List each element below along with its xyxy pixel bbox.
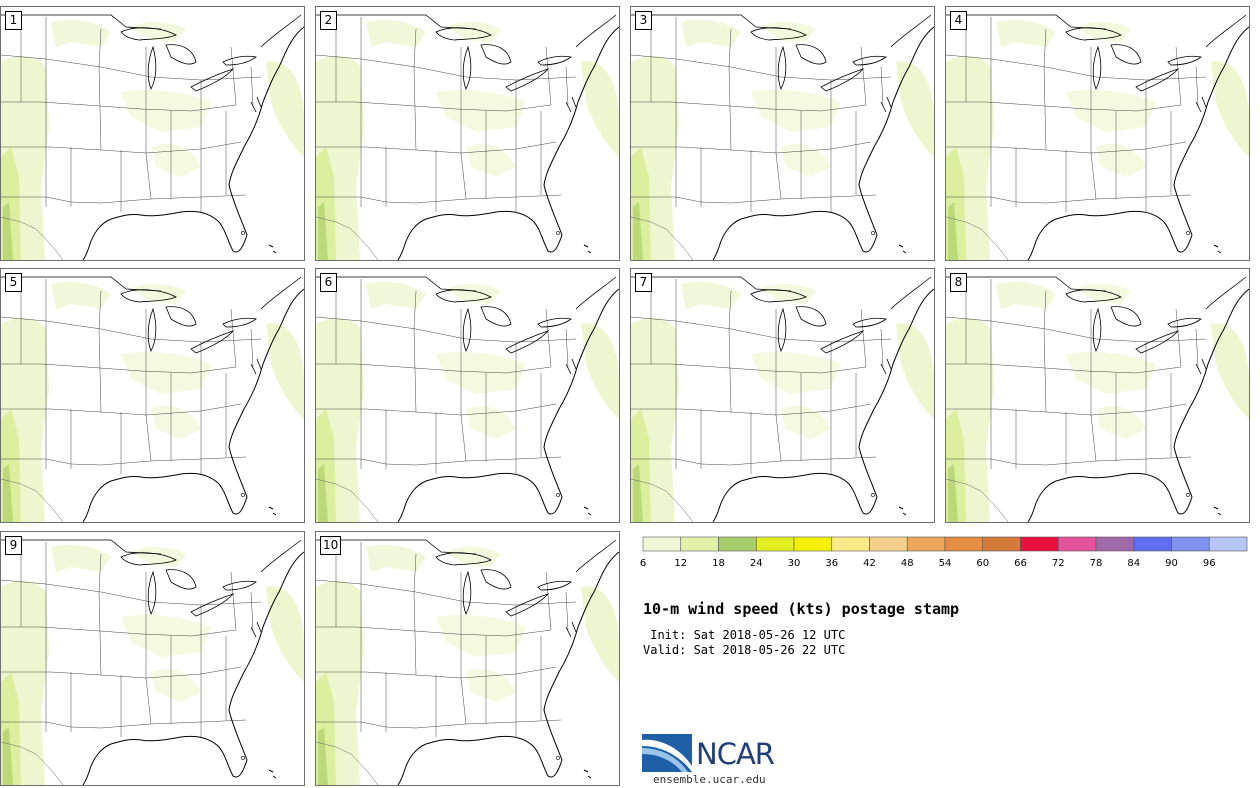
colorbar-segment: [1095, 536, 1135, 552]
colorbar-tick-label: 24: [749, 558, 763, 569]
colorbar-tick-label: 96: [1202, 558, 1216, 569]
colorbar-segment: [1133, 536, 1172, 552]
colorbar-segment: [831, 536, 870, 552]
colorbar-tick-label: 36: [825, 558, 839, 569]
member-label: 7: [635, 273, 652, 292]
colorbar-segment: [755, 536, 795, 552]
init-time: Init: Sat 2018-05-26 12 UTC: [643, 628, 846, 642]
logo-url: ensemble.ucar.edu: [653, 773, 766, 786]
colorbar-tick-label: 90: [1165, 558, 1178, 569]
colorbar-ticks: 6 12 18 24 30 36 42 48 54 60 66 72 78 84 90 96: [639, 558, 1252, 574]
member-panel-7: 7: [630, 268, 935, 523]
colorbar-tick-label: 60: [976, 558, 990, 569]
map-5: [1, 276, 304, 522]
colorbar-tick-label: 54: [938, 558, 952, 569]
member-panel-4: 4: [945, 6, 1250, 261]
map-2: [316, 14, 619, 260]
member-label: 8: [950, 273, 967, 292]
colorbar: [642, 536, 1248, 552]
colorbar-segment: [718, 536, 757, 552]
ncar-logo-icon: [642, 734, 692, 772]
member-panel-10: 10: [315, 531, 620, 786]
member-label: 4: [950, 11, 967, 30]
member-label: 3: [635, 11, 652, 30]
member-label: 5: [5, 273, 22, 292]
logo-name: NCAR: [696, 737, 775, 771]
valid-time: Valid: Sat 2018-05-26 22 UTC: [643, 643, 846, 657]
colorbar-segment: [982, 536, 1021, 552]
map-1: [1, 14, 304, 260]
colorbar-tick-label: 30: [787, 558, 801, 569]
colorbar-tick-label: 78: [1089, 558, 1103, 569]
map-3: [631, 14, 934, 260]
colorbar-tick-label: 66: [1014, 558, 1027, 569]
colorbar-tick-label: 84: [1127, 558, 1141, 569]
member-panel-3: 3: [630, 6, 935, 261]
member-panel-2: 2: [315, 6, 620, 261]
colorbar-segment: [793, 536, 833, 552]
map-9: [1, 539, 304, 785]
member-label: 9: [5, 536, 22, 555]
map-10: [316, 539, 619, 785]
member-label: 10: [320, 536, 342, 555]
member-label: 1: [5, 11, 22, 30]
colorbar-tick-label: 48: [900, 558, 914, 569]
colorbar-segment: [642, 536, 682, 552]
member-panel-1: 1: [0, 6, 305, 261]
colorbar-tick-label: 6: [639, 558, 647, 569]
member-panel-9: 9: [0, 531, 305, 786]
colorbar-segment: [1057, 536, 1097, 552]
map-7: [631, 276, 934, 522]
colorbar-segment: [1020, 536, 1059, 552]
colorbar-segment: [944, 536, 984, 552]
colorbar-segment: [869, 536, 908, 552]
member-panel-8: 8: [945, 268, 1250, 523]
colorbar-tick-label: 72: [1051, 558, 1065, 569]
member-label: 6: [320, 273, 337, 292]
colorbar-segment: [680, 536, 719, 552]
map-6: [316, 276, 619, 522]
colorbar-tick-label: 42: [863, 558, 876, 569]
colorbar-segment: [1171, 536, 1210, 552]
colorbar-segment: [1208, 536, 1248, 552]
member-label: 2: [320, 11, 337, 30]
member-panel-6: 6: [315, 268, 620, 523]
product-title: 10-m wind speed (kts) postage stamp: [643, 600, 960, 618]
member-panel-5: 5: [0, 268, 305, 523]
colorbar-tick-label: 18: [712, 558, 725, 569]
colorbar-tick-label: 12: [674, 558, 688, 569]
map-4: [946, 14, 1249, 260]
map-8: [946, 276, 1249, 522]
colorbar-segment: [906, 536, 946, 552]
